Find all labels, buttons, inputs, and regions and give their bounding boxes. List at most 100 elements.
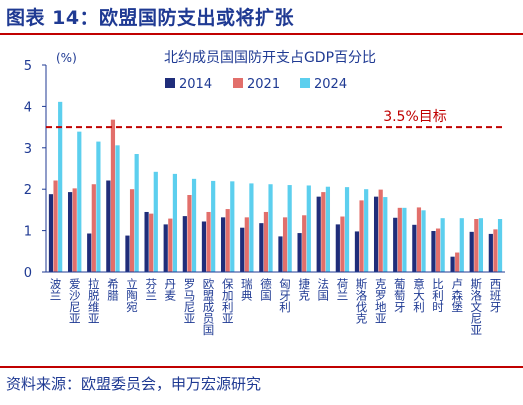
bar-2021-4 [129,189,135,272]
bar-2021-7 [187,195,192,272]
bar-2024-19 [421,210,426,272]
bar-2014-16 [354,231,360,272]
bar-2024-18 [402,207,407,272]
bar-2021-11 [263,211,269,272]
bar-2014-22 [469,231,474,272]
x-tick-label: 卢森堡 [450,277,464,312]
y-tick-label: 5 [24,59,32,74]
x-tick-label: 爱沙尼亚 [68,278,82,324]
bar-2024-16 [364,189,369,272]
bar-2024-0 [58,101,63,272]
bar-2021-1 [72,188,77,272]
bar-2021-0 [53,180,58,272]
bar-2014-3 [106,180,111,272]
bar-2014-18 [393,217,398,272]
bar-2024-17 [383,197,388,272]
bar-2021-12 [282,217,288,272]
bar-2014-9 [220,217,226,272]
x-tick-label: 波兰 [49,278,63,301]
bar-2024-2 [96,141,101,272]
bar-2021-5 [149,213,154,272]
bar-2021-14 [321,192,326,272]
x-tick-label: 希腊 [106,277,120,302]
bar-2014-20 [431,231,436,272]
bar-2014-7 [182,216,187,272]
bar-2024-6 [172,173,178,272]
x-tick-label: 意大利 [412,277,426,312]
legend-label-2014: 2014 [179,77,212,92]
bar-2024-13 [306,185,311,272]
bar-2021-10 [244,217,249,272]
bar-2024-10 [249,183,254,272]
x-tick-label: 保加利亚 [221,277,235,324]
bar-2014-11 [259,223,264,272]
bar-2014-12 [278,236,283,272]
bar-2014-10 [240,227,245,272]
y-tick-label: 1 [24,225,32,240]
bar-2024-11 [268,184,273,272]
bar-2024-14 [325,186,331,272]
source-note: 资料来源：欧盟委员会，申万宏源研究 [6,375,262,393]
x-tick-label: 罗马尼亚 [182,278,196,324]
x-tick-label: 拉脱维亚 [87,277,101,324]
bar-2014-15 [335,224,340,272]
x-tick-label: 法国 [316,277,330,302]
x-tick-label: 西班牙 [488,278,502,313]
legend-swatch-2014 [165,78,175,88]
bar-2021-20 [435,228,441,272]
report-header: 图表 14：欧盟国防支出或将扩张 [0,0,523,36]
bar-2021-13 [302,215,307,272]
bar-2024-4 [134,154,139,272]
x-tick-label: 葡萄牙 [393,278,407,313]
bar-2021-22 [474,219,479,272]
x-tick-label: 芬兰 [144,278,158,301]
bar-2014-6 [163,224,168,272]
bar-2024-1 [77,131,82,272]
bar-2021-16 [359,200,364,272]
defense-spending-chart: 北约成员国国防开支占GDP百分比 (%) 2014 2021 2024 0 1 2 3 4 5 波兰爱… [24,50,505,336]
bar-2024-5 [153,171,158,272]
y-axis-unit-label: (%) [56,51,77,65]
bar-2021-8 [206,211,211,272]
bar-2014-19 [412,224,417,272]
x-tick-label: 捷克 [297,277,311,301]
bar-2021-15 [340,216,345,272]
bar-2014-17 [373,196,379,272]
bar-2024-22 [478,218,484,272]
legend-swatch-2021 [233,78,243,88]
x-tick-label: 欧盟成员国 [202,278,216,336]
bar-2021-17 [378,189,383,272]
bar-2021-6 [168,218,173,272]
x-tick-label: 斯洛文尼亚 [469,278,483,336]
x-tick-label: 匈牙利 [278,277,292,312]
footer-divider [0,366,523,368]
header-divider [0,33,523,35]
y-tick-label: 4 [24,100,32,115]
y-tick-label: 0 [24,266,32,281]
bar-2021-23 [493,229,498,272]
legend-swatch-2024 [300,78,310,88]
bar-2021-19 [416,207,422,272]
bar-2024-21 [459,218,464,272]
bar-2024-12 [287,185,292,272]
target-line-label: 3.5%目标 [383,109,447,125]
bar-2014-0 [48,194,54,272]
bar-2024-8 [211,180,216,272]
x-tick-label: 立陶宛 [125,277,139,313]
x-tick-label: 荷兰 [335,278,349,301]
bar-2014-13 [297,233,302,272]
bar-2021-3 [110,119,116,273]
bar-2024-20 [440,218,445,272]
bar-2021-21 [455,252,460,272]
x-tick-label: 德国 [259,277,273,302]
legend-label-2024: 2024 [314,77,347,92]
bar-2014-2 [87,233,92,272]
x-tick-label: 克罗地亚 [374,278,388,324]
figure-title: 图表 14：欧盟国防支出或将扩张 [6,7,295,29]
x-tick-label: 斯洛伐克 [355,278,369,324]
bar-2014-23 [488,233,493,272]
chart-title: 北约成员国国防开支占GDP百分比 [164,50,376,66]
bar-2024-3 [115,145,120,272]
bar-2024-15 [344,187,350,272]
y-tick-label: 2 [24,183,32,198]
